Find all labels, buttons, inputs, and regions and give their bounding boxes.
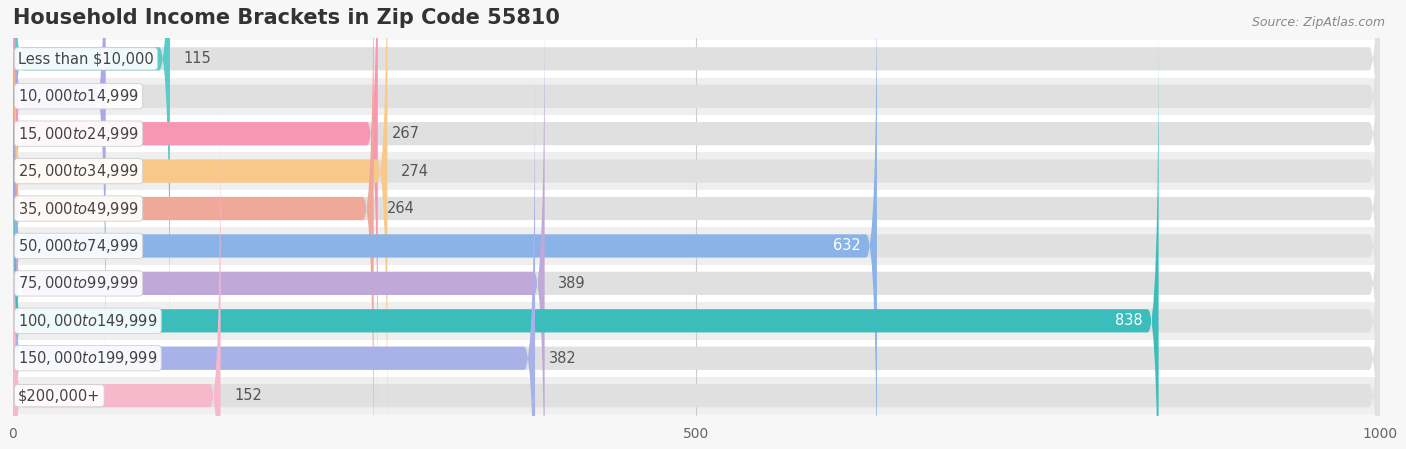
Text: 632: 632 <box>832 238 860 253</box>
Bar <box>13 302 1381 339</box>
Bar <box>13 40 1381 78</box>
FancyBboxPatch shape <box>13 0 378 422</box>
Text: $10,000 to $14,999: $10,000 to $14,999 <box>18 87 139 105</box>
Text: 152: 152 <box>235 388 262 403</box>
Bar <box>13 190 1381 227</box>
FancyBboxPatch shape <box>13 0 170 347</box>
Bar <box>13 264 1381 302</box>
FancyBboxPatch shape <box>13 0 544 449</box>
FancyBboxPatch shape <box>13 108 221 449</box>
Text: 68: 68 <box>120 89 138 104</box>
FancyBboxPatch shape <box>13 108 1381 449</box>
Text: 274: 274 <box>401 163 429 179</box>
FancyBboxPatch shape <box>13 70 1381 449</box>
Text: Less than $10,000: Less than $10,000 <box>18 51 153 66</box>
Bar <box>13 377 1381 414</box>
FancyBboxPatch shape <box>13 33 1381 449</box>
FancyBboxPatch shape <box>13 70 536 449</box>
FancyBboxPatch shape <box>13 0 374 449</box>
Text: 264: 264 <box>388 201 415 216</box>
Text: $15,000 to $24,999: $15,000 to $24,999 <box>18 125 139 143</box>
FancyBboxPatch shape <box>13 0 105 384</box>
Bar <box>13 115 1381 152</box>
Text: $35,000 to $49,999: $35,000 to $49,999 <box>18 199 139 217</box>
Text: Source: ZipAtlas.com: Source: ZipAtlas.com <box>1251 16 1385 29</box>
Text: $150,000 to $199,999: $150,000 to $199,999 <box>18 349 157 367</box>
FancyBboxPatch shape <box>13 0 1381 449</box>
FancyBboxPatch shape <box>13 0 388 449</box>
Text: $200,000+: $200,000+ <box>18 388 101 403</box>
Bar <box>13 78 1381 115</box>
Text: 115: 115 <box>184 51 211 66</box>
Text: 838: 838 <box>1115 313 1142 328</box>
FancyBboxPatch shape <box>13 0 1381 449</box>
FancyBboxPatch shape <box>13 0 1381 449</box>
FancyBboxPatch shape <box>13 0 1381 449</box>
FancyBboxPatch shape <box>13 0 1381 347</box>
Bar <box>13 152 1381 190</box>
Text: $100,000 to $149,999: $100,000 to $149,999 <box>18 312 157 330</box>
Text: $25,000 to $34,999: $25,000 to $34,999 <box>18 162 139 180</box>
Text: 389: 389 <box>558 276 586 291</box>
Text: 267: 267 <box>391 126 419 141</box>
Text: $50,000 to $74,999: $50,000 to $74,999 <box>18 237 139 255</box>
Text: 382: 382 <box>548 351 576 366</box>
Text: Household Income Brackets in Zip Code 55810: Household Income Brackets in Zip Code 55… <box>13 9 560 28</box>
Bar <box>13 339 1381 377</box>
FancyBboxPatch shape <box>13 33 1159 449</box>
Text: $75,000 to $99,999: $75,000 to $99,999 <box>18 274 139 292</box>
FancyBboxPatch shape <box>13 0 877 449</box>
Bar <box>13 227 1381 264</box>
FancyBboxPatch shape <box>13 0 1381 384</box>
FancyBboxPatch shape <box>13 0 1381 422</box>
